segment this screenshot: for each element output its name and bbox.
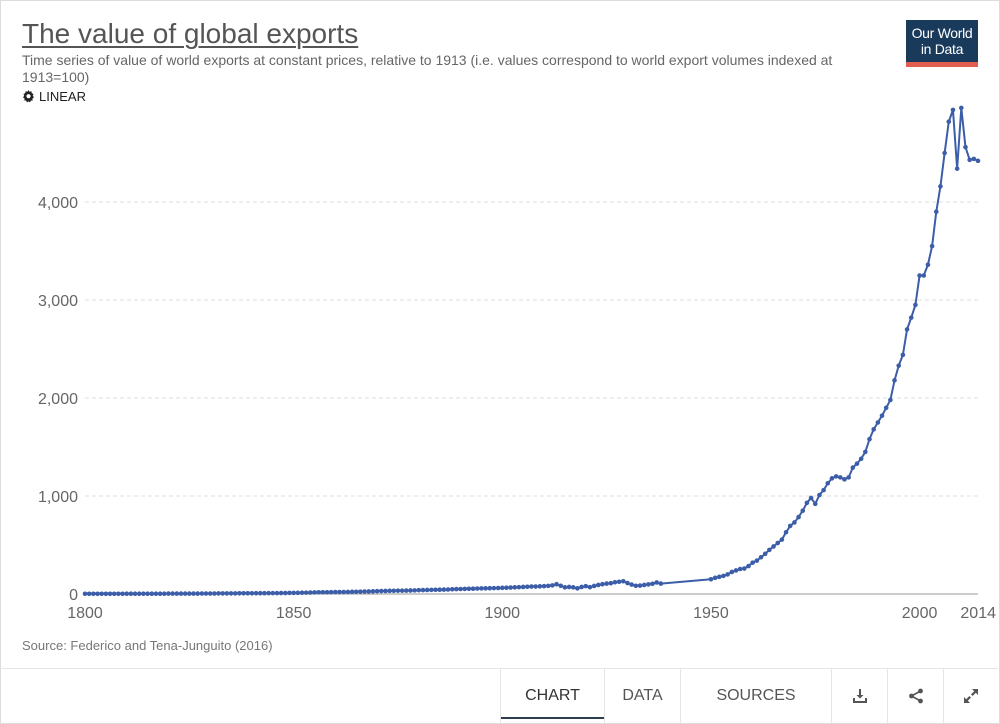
download-icon [852,689,867,703]
chart-footer: CHART DATA SOURCES [0,668,998,723]
expand-icon [964,689,978,703]
tab-chart[interactable]: CHART [500,669,604,723]
tab-sources[interactable]: SOURCES [680,669,831,723]
share-button[interactable] [887,669,943,723]
chart-title[interactable]: The value of global exports [22,18,359,49]
logo-line-2: in Data [920,41,964,57]
share-icon [908,688,923,704]
scale-toggle[interactable]: LINEAR [22,89,86,104]
tab-data[interactable]: DATA [604,669,680,723]
tab-chart-label: CHART [525,687,580,704]
download-button[interactable] [831,669,887,723]
source-note: Source: Federico and Tena-Junguito (2016… [22,638,273,653]
expand-button[interactable] [943,669,998,723]
logo-line-1: Our World [911,25,973,41]
tab-sources-label: SOURCES [716,687,796,704]
owid-logo[interactable]: Our World in Data [906,20,978,67]
gear-icon [22,90,35,103]
chart-subtitle: Time series of value of world exports at… [22,52,833,85]
scale-toggle-label: LINEAR [39,89,86,104]
tab-data-label: DATA [622,687,663,704]
